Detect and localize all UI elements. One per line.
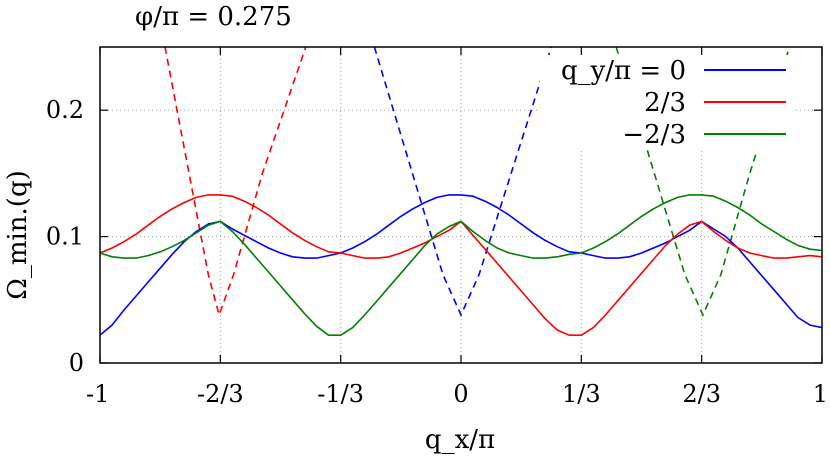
x-tick-label: -2/3 xyxy=(197,380,244,408)
x-tick-label: -1/3 xyxy=(317,380,364,408)
dashed-curve-1 xyxy=(373,47,553,317)
y-tick-label: 0 xyxy=(69,349,84,377)
series-line-2 xyxy=(100,194,822,337)
x-tick-label: -1 xyxy=(86,380,109,408)
y-axis-ticks: 0 0.1 0.2 xyxy=(46,96,822,377)
x-tick-label: 0 xyxy=(453,380,468,408)
legend-label-2: −2/3 xyxy=(622,120,686,150)
x-tick-label: 1/3 xyxy=(562,380,601,408)
x-tick-label: 1 xyxy=(813,380,828,408)
legend: q_y/π = 02/3−2/3 xyxy=(540,55,795,150)
dashed-curve-2 xyxy=(615,47,791,317)
series-lines xyxy=(100,194,822,337)
legend-label-0: q_y/π = 0 xyxy=(561,56,686,86)
y-axis-label: Ω_min.(q) xyxy=(3,170,33,299)
legend-label-1: 2/3 xyxy=(644,88,686,118)
dashed-curves xyxy=(164,47,791,318)
x-tick-label: 2/3 xyxy=(682,380,721,408)
y-tick-label: 0.2 xyxy=(46,96,84,124)
x-axis-label: q_x/π xyxy=(425,425,495,455)
chart-title: φ/π = 0.275 xyxy=(135,2,292,32)
y-tick-label: 0.1 xyxy=(46,223,84,251)
dashed-curve-0 xyxy=(164,47,307,318)
x-axis-ticks: -1 -2/3 -1/3 0 1/3 2/3 1 xyxy=(86,47,828,408)
